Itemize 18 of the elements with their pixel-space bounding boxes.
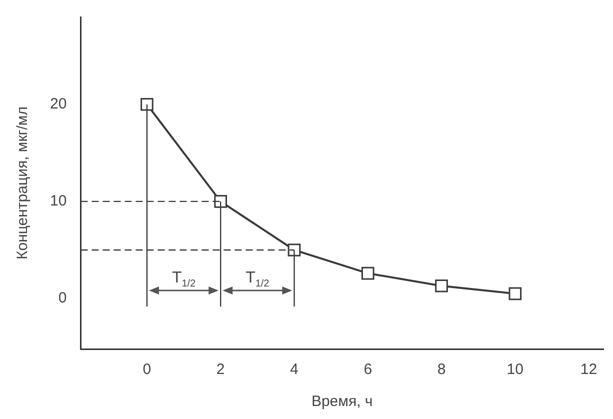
y-tick-label: 10 (50, 192, 67, 210)
x-tick-label: 12 (580, 361, 598, 378)
y-tick-label: 20 (50, 96, 67, 113)
point (140, 98, 154, 111)
x-tick-label: 0 (142, 361, 152, 378)
x-tick-label: 6 (364, 361, 372, 378)
x-tick-label: 4 (290, 361, 298, 378)
point (435, 279, 448, 292)
point (214, 195, 227, 208)
x-tick-label: 10 (506, 361, 524, 378)
y-tick-label: 0 (58, 290, 67, 307)
y-axis-title: Концентрация, мкг/мл (14, 106, 32, 260)
x-tick-label: 2 (216, 361, 225, 378)
x-tick-label: 8 (437, 361, 446, 378)
point (288, 244, 301, 256)
x-axis-title: Время, ч (311, 393, 373, 410)
point (508, 287, 522, 300)
point (361, 266, 374, 280)
